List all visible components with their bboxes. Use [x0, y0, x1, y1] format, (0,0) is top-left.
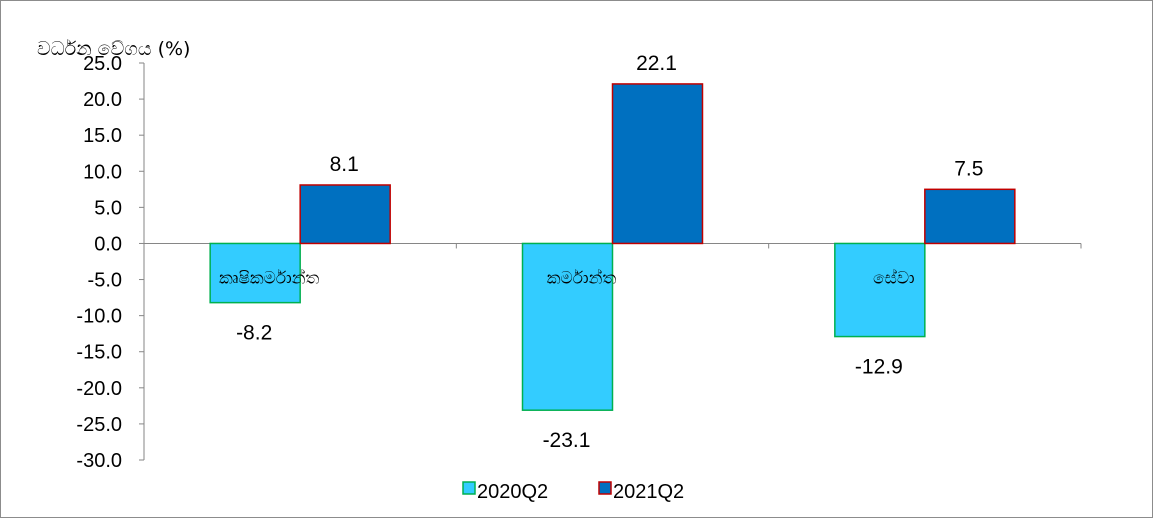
x-category-label: කර්මාන්ත — [547, 268, 617, 288]
y-tick-label: 15.0 — [83, 125, 122, 147]
data-label: -8.2 — [236, 322, 272, 345]
y-tick-label: -5.0 — [88, 270, 122, 292]
data-label: -12.9 — [855, 356, 903, 379]
legend-label: 2020Q2 — [477, 481, 548, 503]
legend-swatch — [462, 481, 476, 495]
legend-swatch — [598, 481, 612, 495]
y-tick-label: -25.0 — [76, 414, 122, 436]
bar-2020Q2-0 — [209, 242, 301, 304]
data-label: 22.1 — [636, 52, 677, 75]
y-tick-label: 20.0 — [83, 89, 122, 111]
bar-2021Q2-1 — [611, 83, 704, 245]
y-tick-label: 10.0 — [83, 161, 122, 183]
y-tick-label: 0.0 — [94, 233, 122, 255]
data-label: -23.1 — [543, 429, 591, 452]
legend-label: 2021Q2 — [613, 481, 684, 503]
y-tick-label: 5.0 — [94, 197, 122, 219]
bar-2021Q2-0 — [299, 184, 391, 245]
bar-2020Q2-2 — [834, 242, 926, 338]
y-tick-label: 25.0 — [83, 53, 122, 75]
x-category-label: සේවා — [873, 268, 915, 288]
y-tick-label: -30.0 — [76, 450, 122, 472]
y-tick-label: -10.0 — [76, 306, 122, 328]
bar-2021Q2-2 — [924, 188, 1016, 245]
data-label: 7.5 — [954, 157, 983, 180]
y-tick-label: -15.0 — [76, 342, 122, 364]
y-tick-label: -20.0 — [76, 378, 122, 400]
y-axis-label: වර්ධන වේගය (%) — [37, 38, 190, 60]
data-label: 8.1 — [330, 153, 359, 176]
x-category-label: කෘෂිකර්මාන්ත — [219, 268, 320, 288]
bar-2020Q2-1 — [521, 242, 614, 411]
